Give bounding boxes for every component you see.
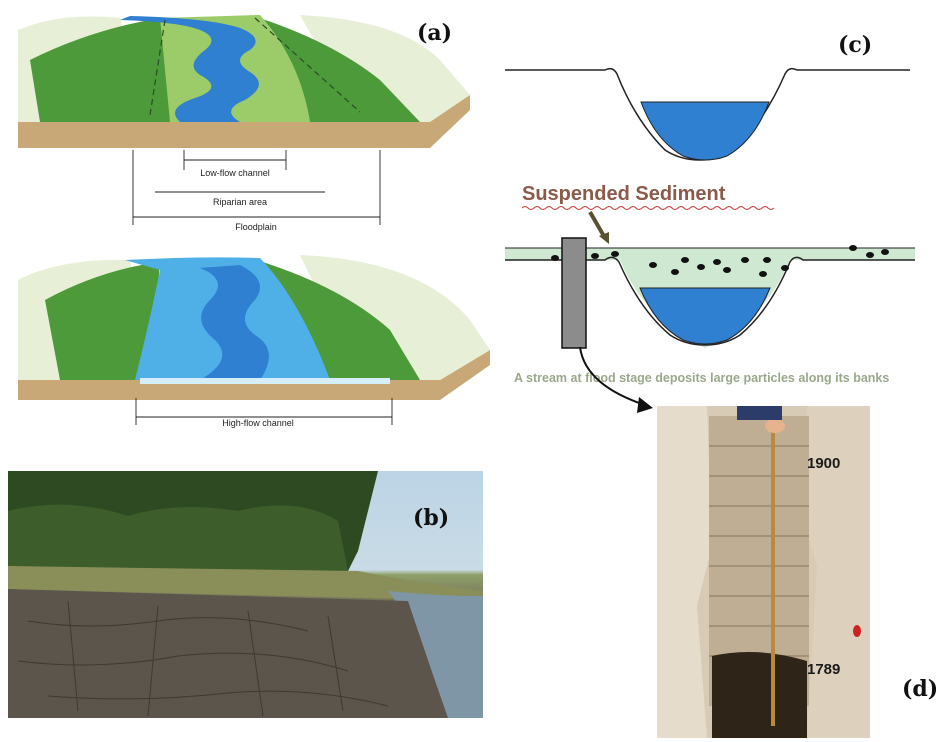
squiggle-underline [522, 206, 775, 210]
slope-left-2 [45, 262, 160, 380]
floodplain-diagram-low-flow: Low-flow channel Riparian area Floodplai… [18, 15, 470, 232]
panel-letter-c: (c) [838, 32, 873, 58]
river-channel [200, 265, 269, 380]
photo-sediment-core-art: 1900 1789 [657, 406, 870, 738]
slope-left [30, 18, 180, 122]
photo-sediment-core: 1900 1789 [657, 406, 870, 738]
water-flood [639, 287, 771, 345]
year-1789-label: 1789 [807, 661, 840, 678]
core-sample-marker [561, 237, 587, 349]
floodplain-diagram-high-flow: High-flow channel [18, 255, 490, 428]
hill-right [300, 15, 470, 122]
dimension-lines [132, 150, 381, 225]
sediment-particles [551, 245, 889, 277]
high-flow-label: High-flow channel [222, 418, 294, 428]
photo-mudflat-art [8, 471, 483, 718]
riparian-label: Riparian area [213, 197, 267, 207]
suspended-sediment-title: Suspended Sediment [522, 183, 726, 205]
panel-letter-a: (a) [417, 20, 453, 46]
panel-letter-b: (b) [413, 505, 450, 531]
year-1900-label: 1900 [807, 455, 840, 472]
terrain-base-2 [18, 350, 490, 400]
flood-caption: A stream at flood stage deposits large p… [514, 371, 890, 385]
panel-a: Low-flow channel Riparian area Floodplai… [0, 0, 500, 440]
high-flow-dimension [135, 398, 393, 425]
water-normal [640, 101, 770, 161]
river [120, 16, 259, 122]
sediment-pointer-arrow [588, 211, 607, 239]
connector-arrow [579, 346, 653, 413]
channel-cross-section-normal [505, 67, 910, 161]
measuring-rod [771, 406, 775, 726]
floodplain-label: Floodplain [235, 222, 277, 232]
slope-right-2 [250, 258, 420, 380]
panel-letter-d: (d) [902, 676, 939, 702]
channel-cross-section-flood [505, 211, 915, 349]
photo-mudflat [8, 471, 483, 718]
low-flow-label: Low-flow channel [200, 168, 270, 178]
